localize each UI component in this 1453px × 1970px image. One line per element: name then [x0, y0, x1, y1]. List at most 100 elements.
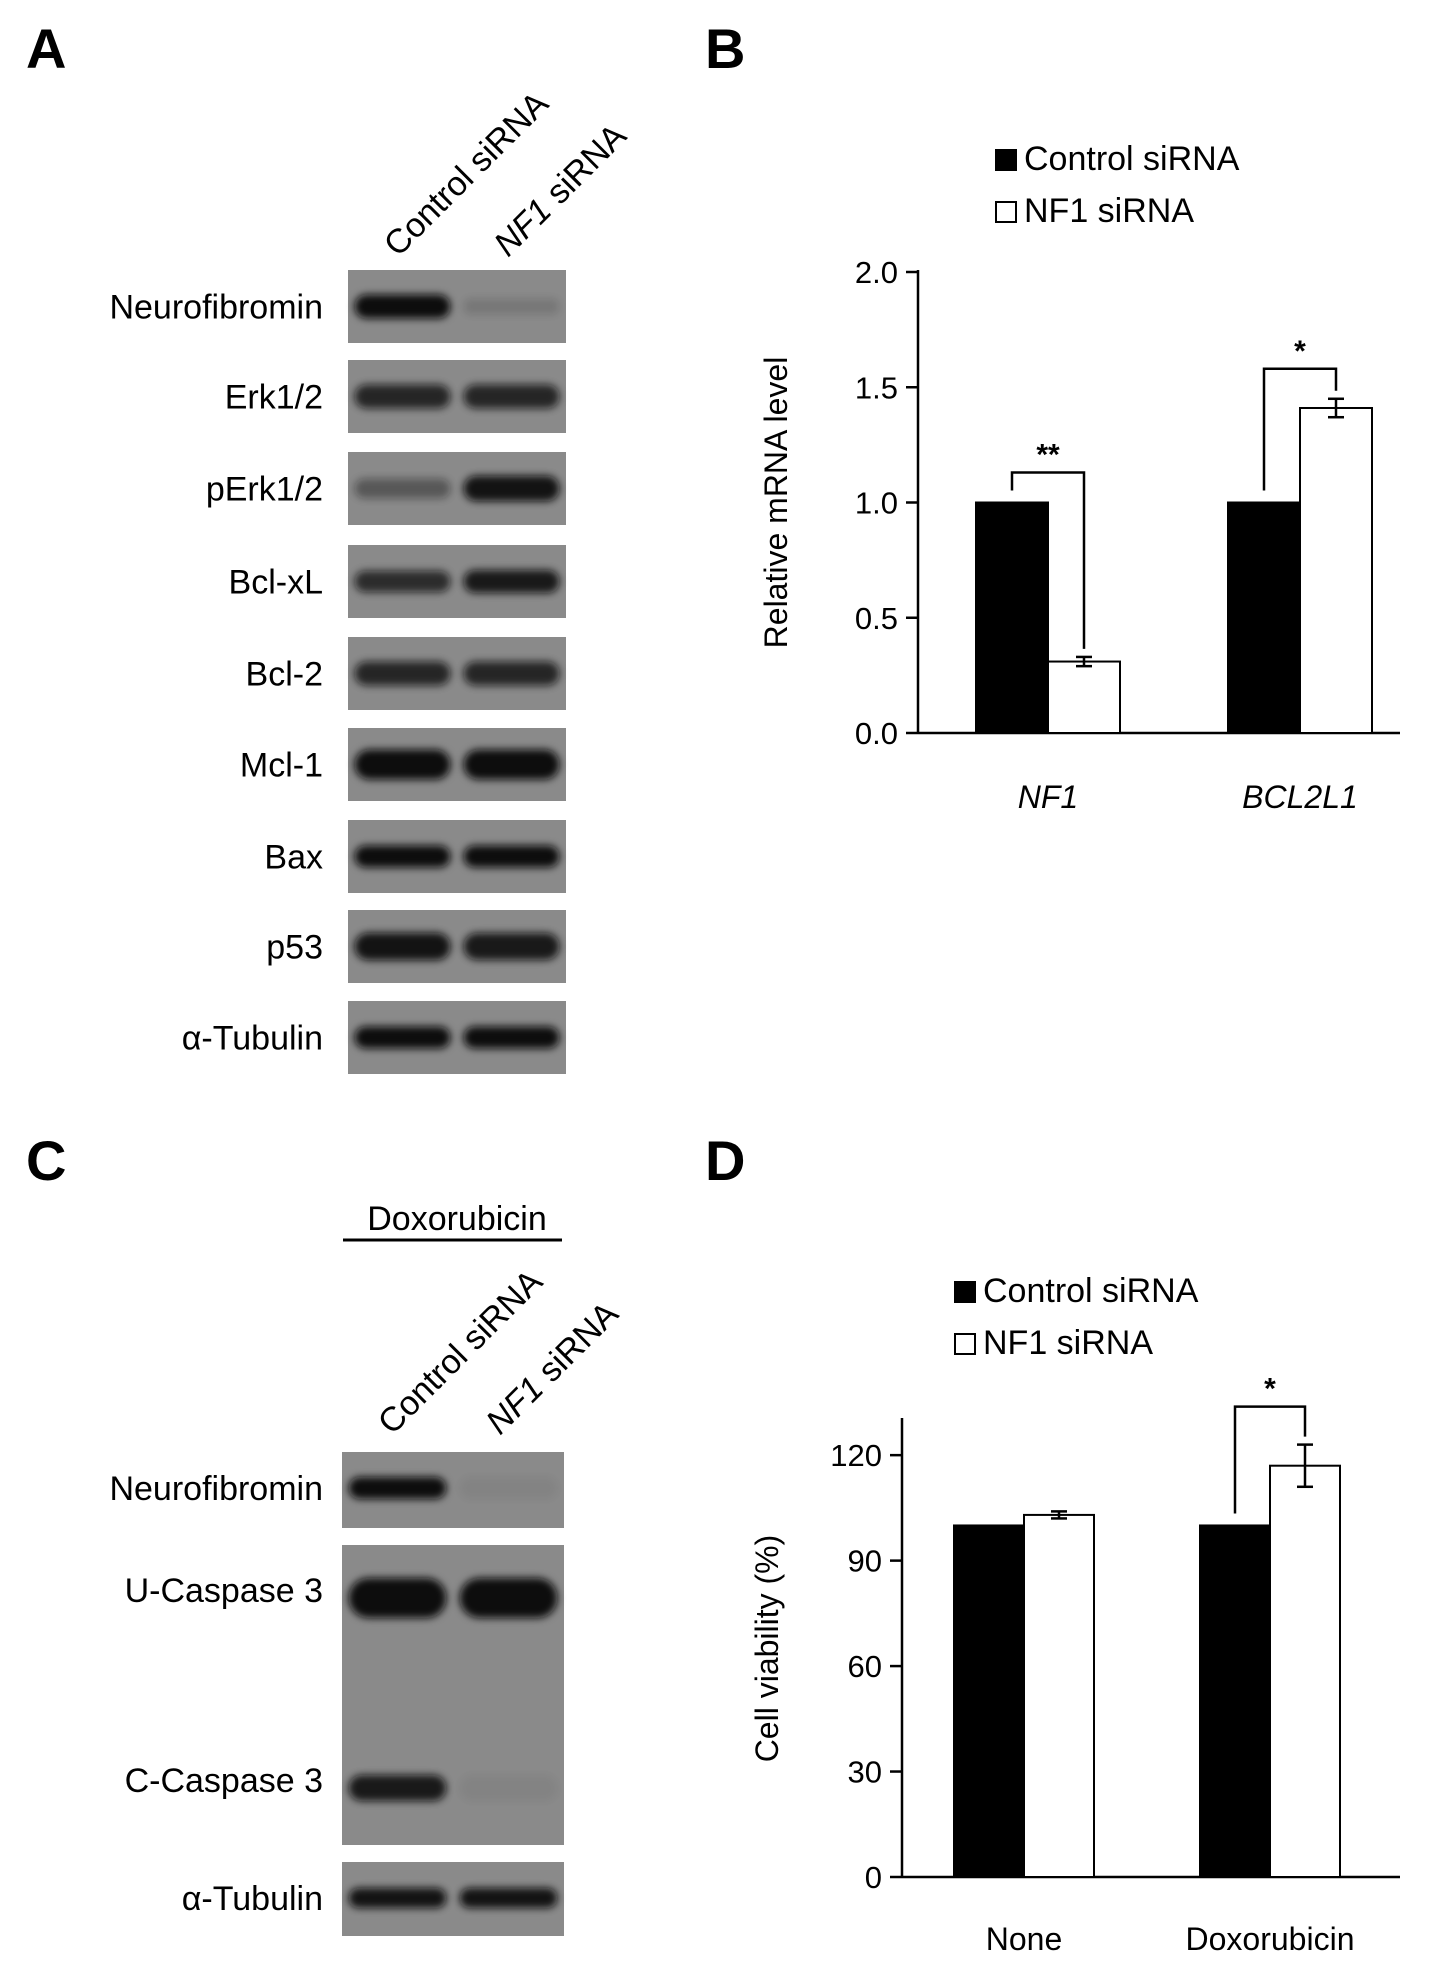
y-tick-label: 0.0: [855, 716, 898, 751]
y-tick-label: 30: [848, 1755, 882, 1790]
bar-control-sirna-nf1: [975, 501, 1049, 734]
blot-label: Neurofibromin: [109, 1470, 323, 1508]
significance-bracket: *: [1233, 1373, 1307, 1514]
blot-lane: [459, 1578, 558, 1618]
blot-band: [459, 1888, 558, 1908]
panel-letter-b: B: [705, 17, 745, 80]
error-bar: [1051, 1510, 1067, 1520]
bar-control-sirna-bcl2l1: [1227, 501, 1301, 734]
x-category-label: BCL2L1: [1242, 779, 1358, 815]
bar-nf1-sirna-bcl2l1: [1299, 406, 1373, 734]
blot-label: α-Tubulin: [182, 1020, 323, 1058]
bar-nf1-sirna-doxorubicin: [1269, 1464, 1341, 1878]
error-bar: [1328, 397, 1344, 419]
blot-label: Mcl-1: [240, 747, 323, 785]
y-tick-label: 0: [865, 1860, 882, 1895]
y-axis-title: Cell viability (%): [749, 1535, 785, 1763]
treatment-label: Doxorubicin: [367, 1200, 547, 1238]
blot-label: Erk1/2: [225, 379, 323, 417]
error-bar: [1297, 1443, 1313, 1489]
blot-band: [459, 1775, 558, 1801]
blot-strip-caspase-3: U-Caspase 3 C-Caspase 3: [125, 1545, 564, 1845]
blot-band: [463, 845, 560, 868]
significance-bracket: *: [1262, 335, 1338, 491]
blot-lane: [348, 1775, 447, 1801]
y-tick-label: 120: [830, 1438, 882, 1473]
bar-nf1-sirna-none: [1023, 1513, 1095, 1879]
y-tick-label: 2.0: [855, 255, 898, 290]
panel-b: B Control siRNA NF1 siRNA 0.0 0.5 1.0 1.5 2.0 R…: [705, 17, 1400, 815]
legend-label: Control siRNA: [1024, 140, 1240, 178]
blot-band: [348, 1888, 447, 1908]
blot-band: [354, 384, 451, 409]
blot-band: [348, 1578, 447, 1618]
blot-lane: [459, 1888, 558, 1908]
legend-label: NF1 siRNA: [1024, 192, 1194, 230]
blot-band: [354, 845, 451, 868]
blot-band: [354, 294, 451, 319]
blot-band: [354, 1026, 451, 1049]
blot-stack-a: Neurofibromin Erk1/2 pErk1/2 Bcl-xL Bcl-2 Mcl…: [109, 270, 566, 1074]
blot-band: [354, 661, 451, 686]
blot-band: [354, 932, 451, 961]
blot-strip-neurofibromin: Neurofibromin: [109, 1452, 564, 1528]
legend-item-nf1-sirna: NF1 siRNA: [995, 192, 1194, 230]
panel-d: D Control siRNA NF1 siRNA 0 30 60 90 120 Cell v…: [705, 1129, 1400, 1957]
bar-control-sirna-doxorubicin: [1199, 1524, 1271, 1878]
blot-band: [348, 1477, 447, 1499]
blot-label: Bax: [264, 839, 323, 877]
legend-swatch: [995, 201, 1017, 223]
blot-band: [463, 384, 560, 409]
blot-strip-alpha-tubulin: α-Tubulin: [182, 1862, 564, 1936]
blot-band: [463, 298, 560, 315]
blot-label: U-Caspase 3: [125, 1572, 323, 1610]
blot-band: [354, 478, 451, 499]
significance-bracket: **: [1010, 439, 1086, 649]
significance-label: *: [1264, 1373, 1276, 1406]
blot-band: [354, 570, 451, 593]
blot-strip-p53: p53: [266, 910, 566, 983]
y-tick-label: 60: [848, 1649, 882, 1684]
blot-lane: [459, 1775, 558, 1801]
blot-strip-neurofibromin: Neurofibromin: [109, 270, 566, 343]
panel-letter-c: C: [26, 1129, 66, 1192]
blot-strip-erk1-2: Erk1/2: [225, 360, 566, 433]
blot-band: [463, 661, 560, 686]
bar-control-sirna-none: [953, 1524, 1025, 1878]
blot-band: [463, 933, 560, 960]
chart-b: Control siRNA NF1 siRNA 0.0 0.5 1.0 1.5 2.0 Rel…: [758, 140, 1400, 815]
blot-band: [354, 749, 451, 780]
legend-item-nf1-sirna: NF1 siRNA: [954, 1324, 1153, 1362]
blot-strip-bax: Bax: [264, 820, 566, 893]
significance-label: *: [1294, 335, 1306, 368]
blot-strip-perk1-2: pErk1/2: [206, 452, 566, 525]
blot-lane: [459, 1477, 558, 1499]
panel-letter-d: D: [705, 1129, 745, 1192]
chart-d: Control siRNA NF1 siRNA 0 30 60 90 120 Cell via…: [749, 1272, 1400, 1957]
panel-c: C Doxorubicin Control siRNA NF1 siRNA Ne…: [26, 1129, 626, 1936]
x-category-label: NF1: [1018, 779, 1078, 815]
legend-label: Control siRNA: [983, 1272, 1199, 1310]
legend-swatch: [995, 149, 1017, 171]
blot-strip-mcl-1: Mcl-1: [240, 728, 566, 801]
blot-lane: [348, 1578, 447, 1618]
x-category-label: None: [986, 1921, 1063, 1957]
blot-lane: [348, 1477, 447, 1499]
error-bar: [1076, 655, 1092, 668]
legend-item-control-sirna: Control siRNA: [995, 140, 1240, 178]
blot-strip-tubulin: α-Tubulin: [182, 1001, 566, 1074]
blot-label: C-Caspase 3: [125, 1762, 323, 1800]
y-tick-label: 1.5: [855, 370, 898, 405]
x-category-label: Doxorubicin: [1186, 1921, 1355, 1957]
blot-band: [463, 1026, 560, 1049]
panel-a: A Control siRNA NF1 siRNA NeurofibrominE…: [26, 17, 634, 1074]
y-axis-title: Relative mRNA level: [758, 357, 794, 649]
blot-lane: [348, 1888, 447, 1908]
blot-band: [459, 1477, 558, 1499]
legend-label: NF1 siRNA: [983, 1324, 1153, 1362]
blot-label: Bcl-2: [246, 656, 323, 694]
blot-label: α-Tubulin: [182, 1880, 323, 1918]
y-tick-label: 90: [848, 1544, 882, 1579]
significance-label: **: [1036, 439, 1060, 472]
